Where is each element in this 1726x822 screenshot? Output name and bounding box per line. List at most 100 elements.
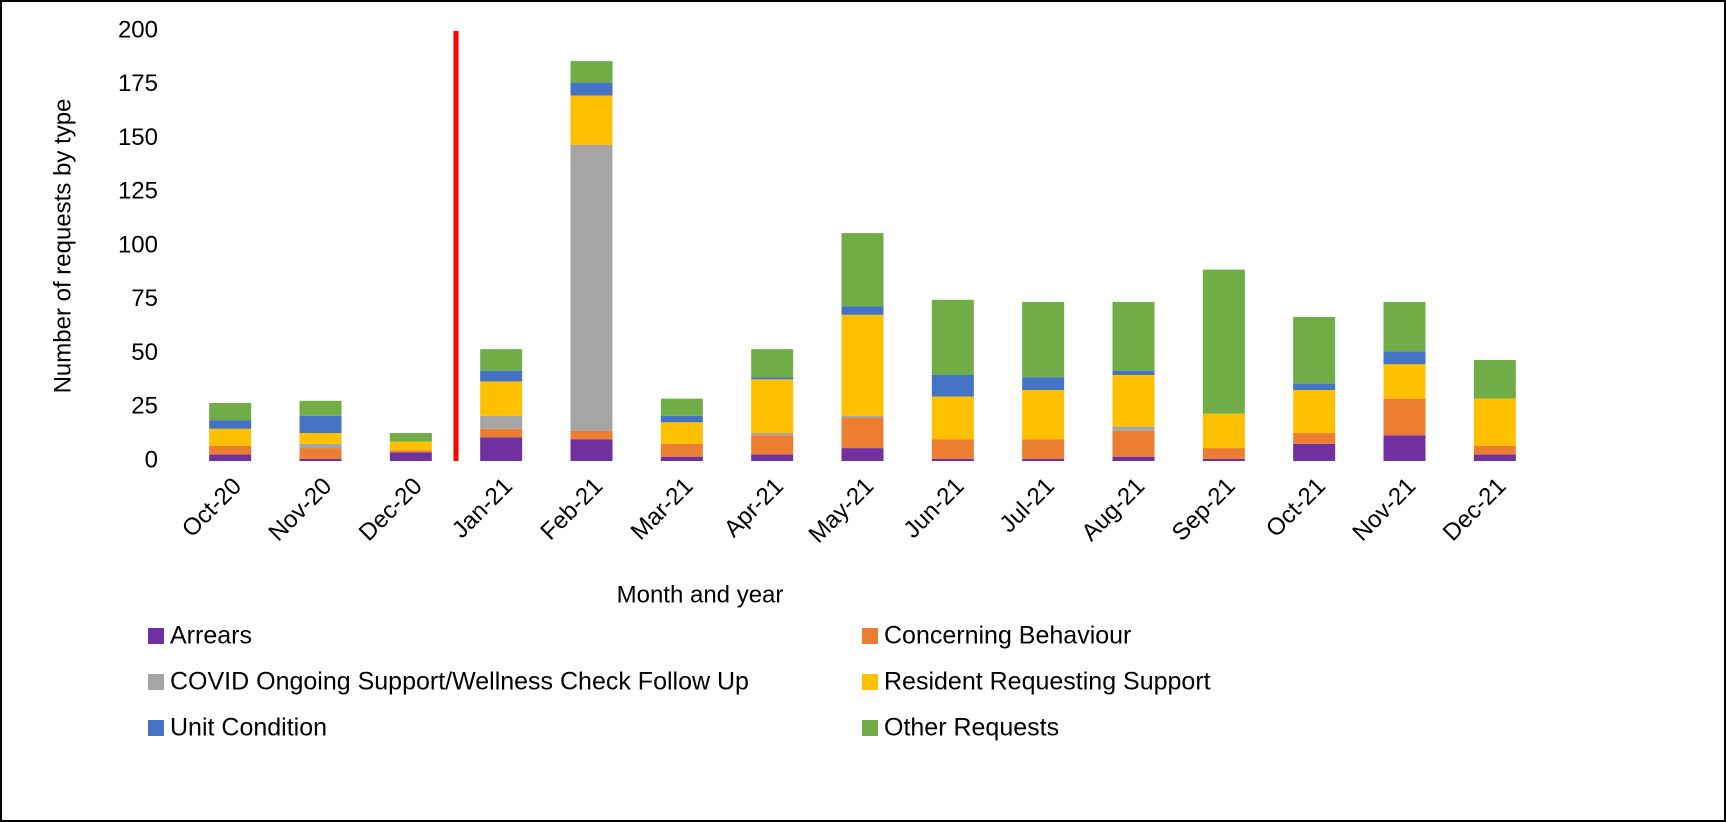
bar-segment [1293, 433, 1336, 444]
bar-segment [389, 452, 432, 461]
bar-segment [389, 441, 432, 451]
bar-segment [841, 233, 884, 307]
bar-segment [1383, 435, 1426, 461]
bar-segment [1383, 351, 1426, 365]
bar-segment [480, 381, 523, 416]
bar-segment [1383, 301, 1426, 352]
bar-segment [570, 61, 613, 83]
bar-segment [1022, 301, 1065, 378]
bar-segment [299, 443, 342, 449]
bar-segment [1293, 390, 1336, 434]
bar-segment [1202, 448, 1245, 459]
bar-segment [1112, 375, 1155, 427]
bar-segment [1022, 377, 1065, 391]
bar-segment [1473, 359, 1516, 399]
bar-segment [299, 415, 342, 434]
bar-segment [931, 375, 974, 397]
bar-segment [841, 418, 884, 449]
y-tick-label: 0 [145, 446, 158, 473]
legend-label: Arrears [170, 622, 252, 650]
bar-segment [931, 299, 974, 375]
bar-segment [751, 377, 794, 380]
bar-segment [1022, 439, 1065, 459]
legend-label: Resident Requesting Support [884, 668, 1211, 696]
bar-segment [1473, 445, 1516, 455]
bar-segment [841, 306, 884, 315]
bar-segment [1112, 370, 1155, 375]
bar-segment [570, 439, 613, 461]
legend-swatch [862, 628, 878, 644]
bar-segment [1112, 456, 1155, 461]
bar-segment [1022, 390, 1065, 440]
legend-swatch [148, 628, 164, 644]
bar-segment [209, 428, 252, 446]
y-tick-label: 25 [131, 393, 158, 420]
bar-segment [1202, 458, 1245, 461]
legend-label: Other Requests [884, 714, 1059, 742]
y-tick-label: 200 [118, 16, 158, 43]
legend-swatch [862, 720, 878, 736]
bar-segment [299, 400, 342, 416]
bar-segment [751, 435, 794, 455]
bar-segment [751, 379, 794, 434]
bar-segment [1473, 454, 1516, 461]
bar-segment [209, 402, 252, 421]
bar-segment [570, 430, 613, 440]
bar-segment [570, 144, 613, 431]
y-tick-label: 50 [131, 339, 158, 366]
bar-segment [209, 420, 252, 429]
bar-segment [480, 428, 523, 438]
bar-segment [570, 95, 613, 145]
bar-segment [1293, 316, 1336, 384]
bar-segment [209, 445, 252, 455]
bar-segment [299, 433, 342, 444]
bar-segment [389, 450, 432, 453]
y-axis-title: Number of requests by type [49, 99, 76, 394]
bar-segment [931, 396, 974, 440]
bar-segment [841, 448, 884, 461]
bar-segment [1293, 443, 1336, 461]
x-axis-title: Month and year [617, 581, 784, 608]
bar-segment [841, 314, 884, 416]
bar-segment [480, 349, 523, 371]
bar-segment [480, 437, 523, 461]
legend-label: Unit Condition [170, 714, 327, 742]
bar-segment [209, 454, 252, 461]
y-tick-label: 75 [131, 285, 158, 312]
legend-swatch [148, 674, 164, 690]
y-tick-label: 175 [118, 70, 158, 97]
bar-segment [660, 422, 703, 444]
bar-segment [931, 439, 974, 459]
legend-label: COVID Ongoing Support/Wellness Check Fol… [170, 668, 749, 696]
bar-segment [1112, 426, 1155, 431]
bar-segment [1383, 398, 1426, 436]
bar-segment [931, 458, 974, 461]
bar-segment [1383, 364, 1426, 399]
bar-segment [1202, 269, 1245, 414]
bar-segment [1022, 458, 1065, 461]
bar-segment [1112, 301, 1155, 371]
bar-segment [1293, 383, 1336, 391]
bar-segment [1112, 430, 1155, 457]
bar-segment [389, 433, 432, 442]
y-tick-label: 125 [118, 178, 158, 205]
y-tick-label: 150 [118, 124, 158, 151]
bar-segment [299, 448, 342, 459]
bar-segment [751, 349, 794, 378]
bar-segment [480, 370, 523, 382]
bar-segment [480, 415, 523, 429]
bar-segment [660, 456, 703, 461]
bar-segment [841, 415, 884, 418]
bar-segment [570, 82, 613, 96]
y-tick-label: 100 [118, 231, 158, 258]
legend-label: Concerning Behaviour [884, 622, 1131, 650]
legend-swatch [148, 720, 164, 736]
bar-segment [660, 415, 703, 423]
bar-segment [751, 433, 794, 436]
legend-swatch [862, 674, 878, 690]
bar-segment [751, 454, 794, 461]
bar-segment [1202, 413, 1245, 449]
bar-segment [1473, 398, 1516, 446]
bar-segment [660, 398, 703, 416]
